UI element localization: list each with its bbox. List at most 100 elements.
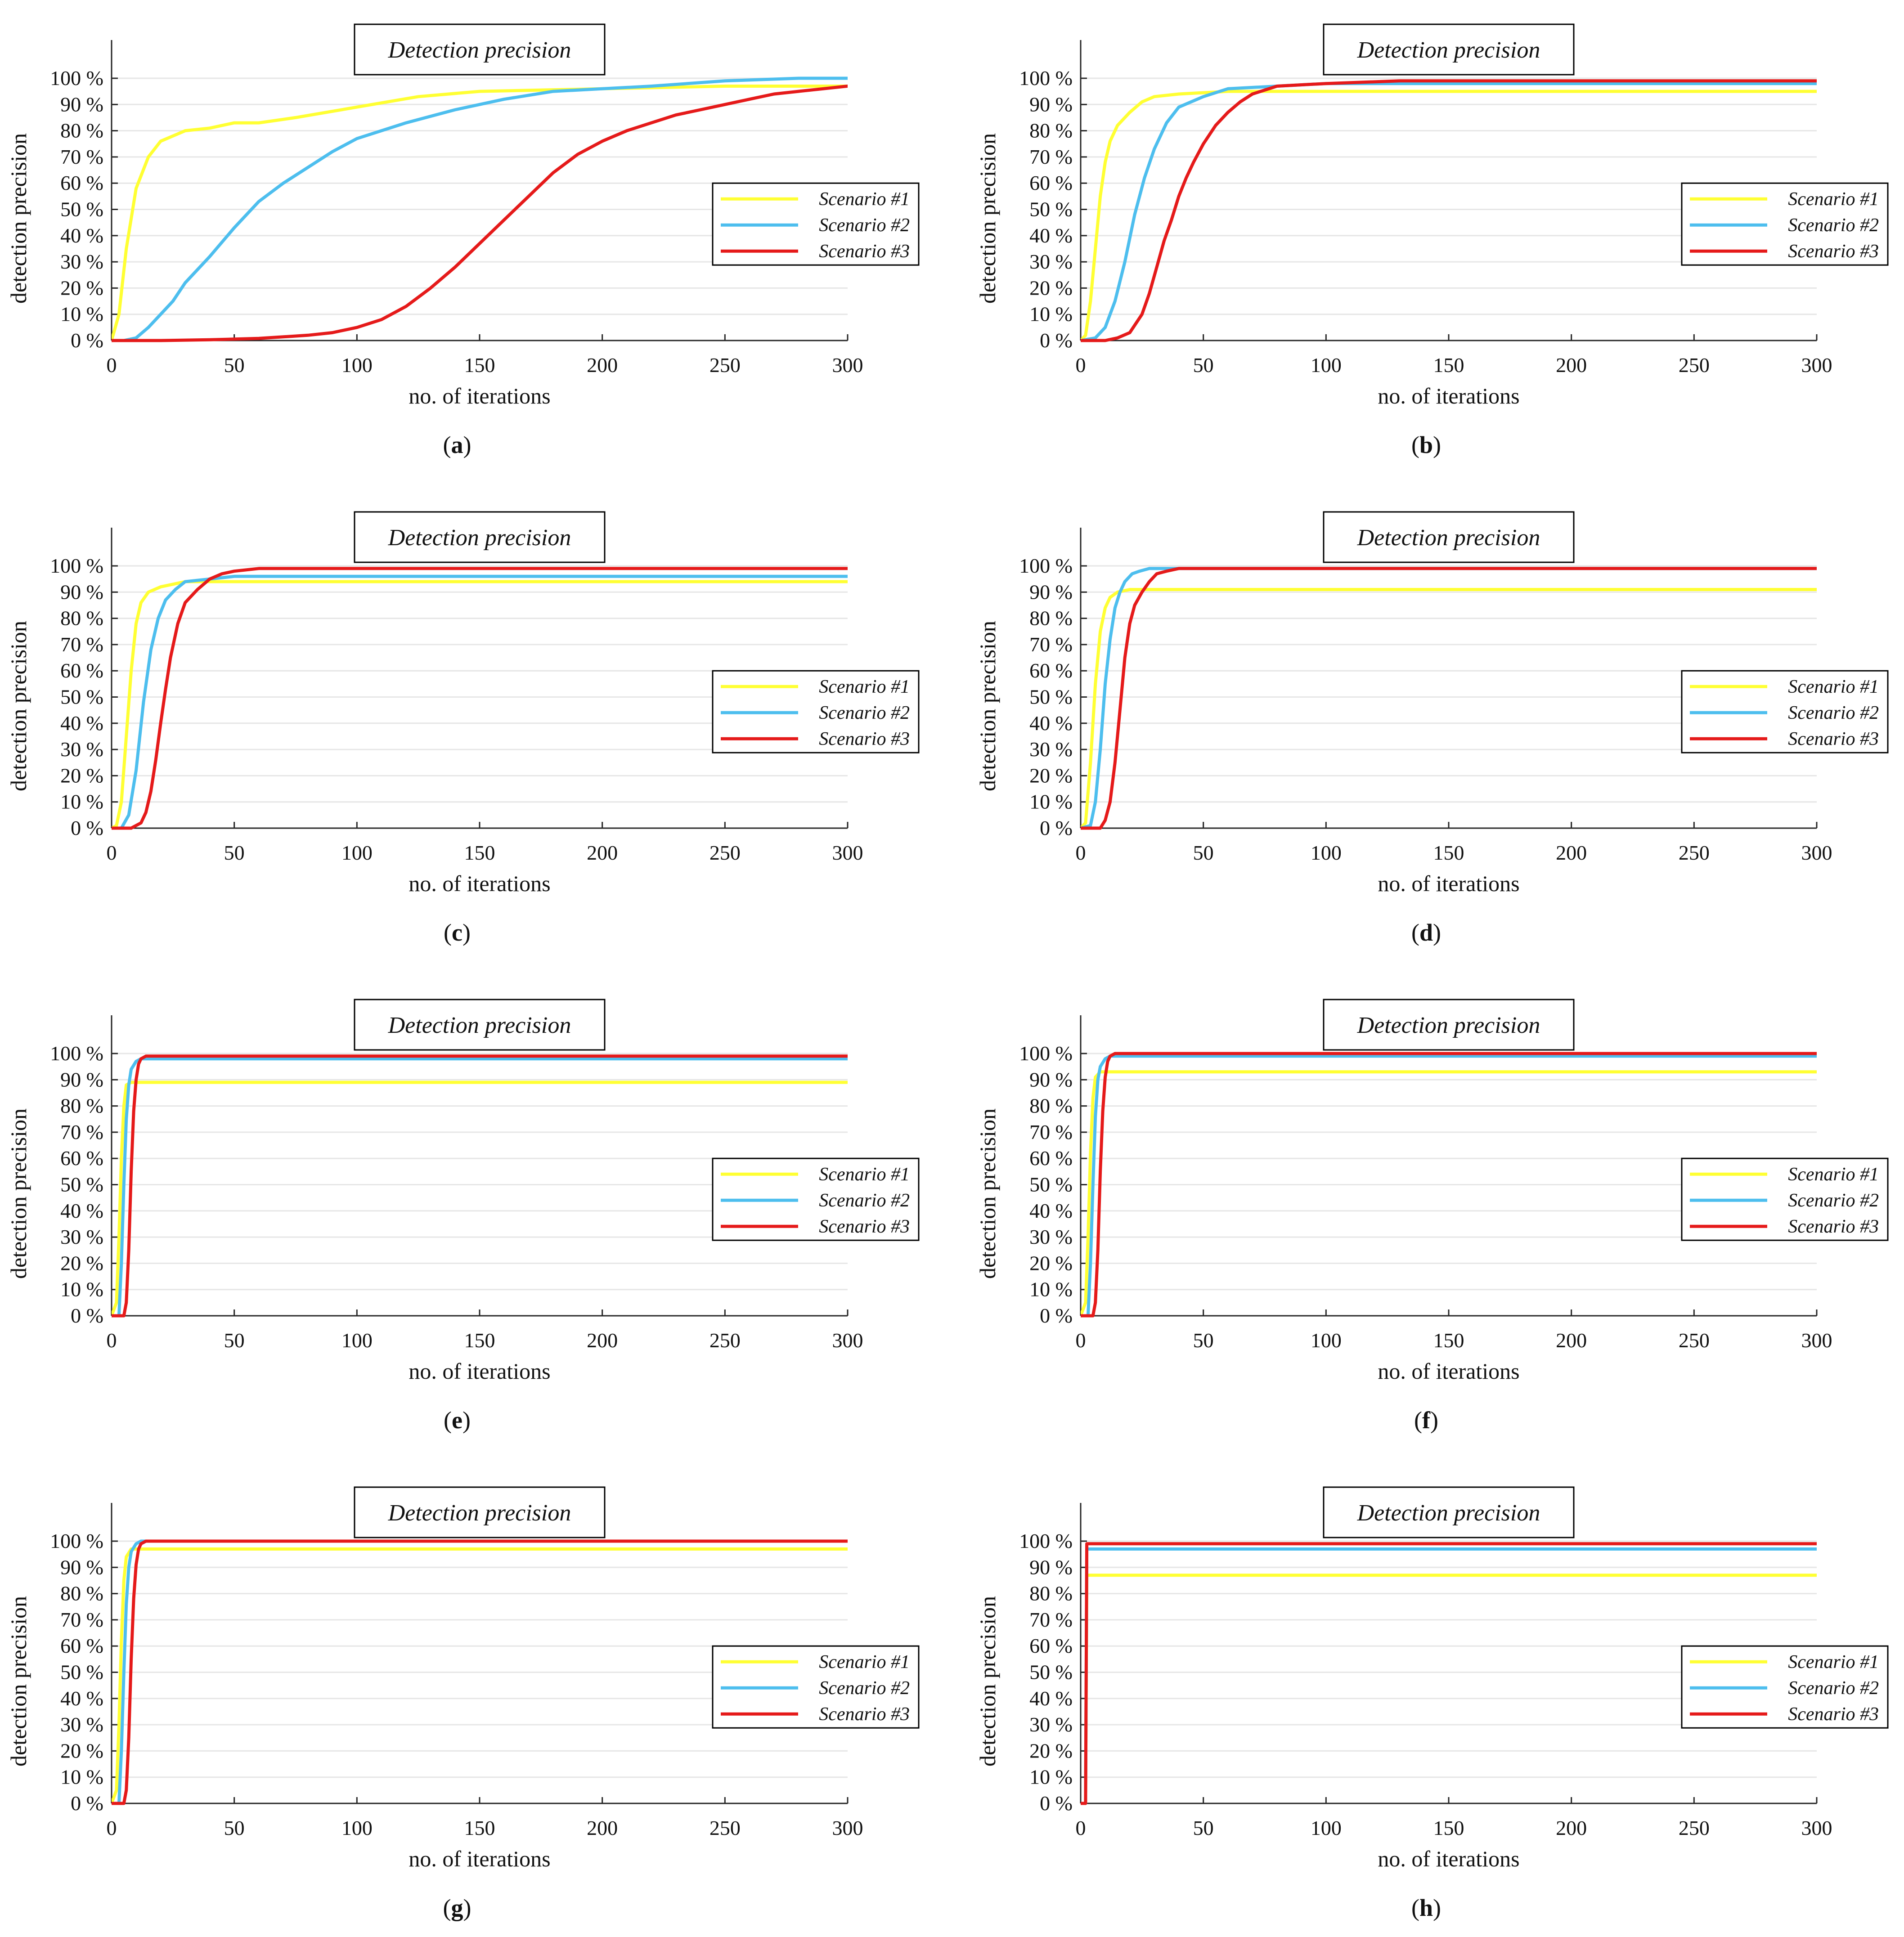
panel-a-xtick-label-0: 0 (107, 354, 117, 377)
panel-c-ytick-label-2: 20 % (60, 764, 103, 787)
panel-a-ytick-label-2: 20 % (60, 276, 103, 299)
panel-f-caption-letter: f (1422, 1407, 1431, 1434)
panel-b-ytick-label-10: 100 % (1019, 67, 1073, 90)
panel-c-title: Detection precision (388, 525, 571, 551)
panel-h-xtick-label-1: 50 (1193, 1816, 1214, 1839)
panel-h-legend-label-3: Scenario #3 (1788, 1704, 1879, 1725)
panel-b-ytick-label-0: 0 % (1040, 329, 1073, 352)
panel-h-caption: (h) (1411, 1894, 1441, 1921)
panel-d-ytick-label-5: 50 % (1029, 686, 1073, 708)
panel-h-series-line-3 (1081, 1542, 1817, 1805)
panel-f-ytick-label-0: 0 % (1040, 1304, 1073, 1327)
panel-a-ytick-label-1: 10 % (60, 303, 103, 326)
panel-e-caption-letter: e (452, 1407, 463, 1434)
panel-e-ytick-label-8: 80 % (60, 1094, 103, 1117)
panel-b-legend-label-2: Scenario #2 (1788, 215, 1879, 236)
panel-d-legend-label-1: Scenario #1 (1788, 677, 1879, 697)
panel-d-xtick-label-0: 0 (1076, 841, 1086, 864)
panel-d-caption: (d) (1411, 919, 1441, 946)
panel-b-ytick-label-4: 40 % (1029, 224, 1073, 247)
panel-d-xtick-label-4: 200 (1556, 841, 1587, 864)
panel-c-ytick-label-10: 100 % (50, 554, 103, 577)
panel-e-ylabel: detection precision (6, 1108, 31, 1279)
panel-g-ylabel: detection precision (6, 1596, 31, 1767)
panel-a-xtick-label-4: 200 (587, 354, 618, 377)
panel-f-series-line-2 (1081, 1054, 1817, 1318)
panel-e-legend-label-3: Scenario #3 (819, 1216, 910, 1237)
panel-e-series-line-2 (112, 1057, 848, 1318)
panel-e-xtick-label-5: 250 (710, 1329, 741, 1352)
panel-b-series-line-3 (1081, 79, 1817, 342)
panel-g-ytick-label-2: 20 % (60, 1739, 103, 1762)
panel-g-legend-label-2: Scenario #2 (819, 1678, 910, 1699)
panel-e-xtick-label-3: 150 (464, 1329, 495, 1352)
panel-b-title-box (1323, 23, 1575, 76)
panel-b-caption-letter: b (1419, 431, 1433, 458)
panel-c-series-line-1 (112, 580, 848, 830)
panel-h-ytick-label-10: 100 % (1019, 1529, 1073, 1552)
panel-g-caption: (g) (443, 1894, 472, 1921)
panel-f-xtick-label-6: 300 (1801, 1329, 1832, 1352)
panel-b-ytick-label-5: 50 % (1029, 198, 1073, 221)
panel-g-xtick-label-4: 200 (587, 1816, 618, 1839)
panel-d-ytick-label-4: 40 % (1029, 712, 1073, 735)
panel-c-ytick-label-8: 80 % (60, 607, 103, 630)
panel-b: 0 % 10 % 20 % 30 % 40 % 50 % 60 % 70 % 80 % 90 % 1… (975, 23, 1889, 458)
panel-f-ytick-label-9: 90 % (1029, 1068, 1073, 1091)
panel-h-ytick-label-5: 50 % (1029, 1661, 1073, 1684)
panel-b-legend-label-3: Scenario #3 (1788, 241, 1879, 262)
panel-g-ytick-label-8: 80 % (60, 1582, 103, 1605)
panel-a-ytick-label-5: 50 % (60, 198, 103, 221)
panel-d-caption-letter: d (1419, 919, 1433, 946)
panel-c-legend-label-1: Scenario #1 (819, 677, 910, 697)
panel-b-xtick-label-4: 200 (1556, 354, 1587, 377)
panel-h-ytick-label-2: 20 % (1029, 1739, 1073, 1762)
panel-c-xtick-label-0: 0 (107, 841, 117, 864)
panel-e-xtick-label-2: 100 (341, 1329, 373, 1352)
panel-b-ytick-label-3: 30 % (1029, 250, 1073, 273)
panel-c-legend-label-2: Scenario #2 (819, 703, 910, 723)
panel-g-series-line-2 (112, 1539, 848, 1805)
panel-h-xtick-label-4: 200 (1556, 1816, 1587, 1839)
panel-a-series-line-2 (112, 76, 848, 342)
panel-d-title-box (1323, 511, 1575, 563)
panel-e-xtick-label-0: 0 (107, 1329, 117, 1352)
panel-h-xtick-label-0: 0 (1076, 1816, 1086, 1839)
panel-g-ytick-label-3: 30 % (60, 1713, 103, 1736)
panel-f-ytick-label-8: 80 % (1029, 1094, 1073, 1117)
panel-f-title-box (1323, 999, 1575, 1051)
panel-c-ytick-label-6: 60 % (60, 659, 103, 682)
panel-d-ytick-label-3: 30 % (1029, 738, 1073, 761)
panel-c-xtick-label-4: 200 (587, 841, 618, 864)
panel-d-legend-label-3: Scenario #3 (1788, 729, 1879, 749)
panel-e-ytick-label-3: 30 % (60, 1225, 103, 1248)
panel-b-title: Detection precision (1357, 37, 1540, 63)
panel-f-xtick-label-0: 0 (1076, 1329, 1086, 1352)
panel-f-ytick-label-7: 70 % (1029, 1121, 1073, 1143)
panel-c-xlabel: no. of iterations (409, 871, 550, 896)
panel-h-legend-label-1: Scenario #1 (1788, 1652, 1879, 1672)
panel-h-ytick-label-9: 90 % (1029, 1556, 1073, 1578)
panel-d-series-line-2 (1081, 567, 1817, 830)
panel-a-series-line-3 (112, 85, 848, 342)
panel-a-legend-label-3: Scenario #3 (819, 241, 910, 262)
panel-f: 0 % 10 % 20 % 30 % 40 % 50 % 60 % 70 % 80 % 90 % 1… (975, 999, 1889, 1434)
panel-h-title-box (1323, 1486, 1575, 1538)
panel-f-legend-label-1: Scenario #1 (1788, 1164, 1879, 1185)
panel-b-xlabel: no. of iterations (1378, 383, 1519, 408)
panel-f-ylabel: detection precision (975, 1108, 1000, 1279)
panel-c-caption-letter: c (452, 919, 463, 946)
panel-b-ytick-label-7: 70 % (1029, 145, 1073, 168)
panel-f-ytick-label-3: 30 % (1029, 1225, 1073, 1248)
panel-h-ytick-label-4: 40 % (1029, 1687, 1073, 1710)
panel-c-ytick-label-0: 0 % (71, 816, 103, 839)
panel-a-xtick-label-1: 50 (224, 354, 245, 377)
panel-e-ytick-label-5: 50 % (60, 1173, 103, 1196)
panel-h-ylabel: detection precision (975, 1596, 1000, 1767)
panel-f-ytick-label-6: 60 % (1029, 1147, 1073, 1170)
panel-c-xtick-label-3: 150 (464, 841, 495, 864)
panel-a-title-box (354, 23, 606, 76)
panel-e-ytick-label-9: 90 % (60, 1068, 103, 1091)
panel-a-xtick-label-3: 150 (464, 354, 495, 377)
panel-h-xtick-label-6: 300 (1801, 1816, 1832, 1839)
